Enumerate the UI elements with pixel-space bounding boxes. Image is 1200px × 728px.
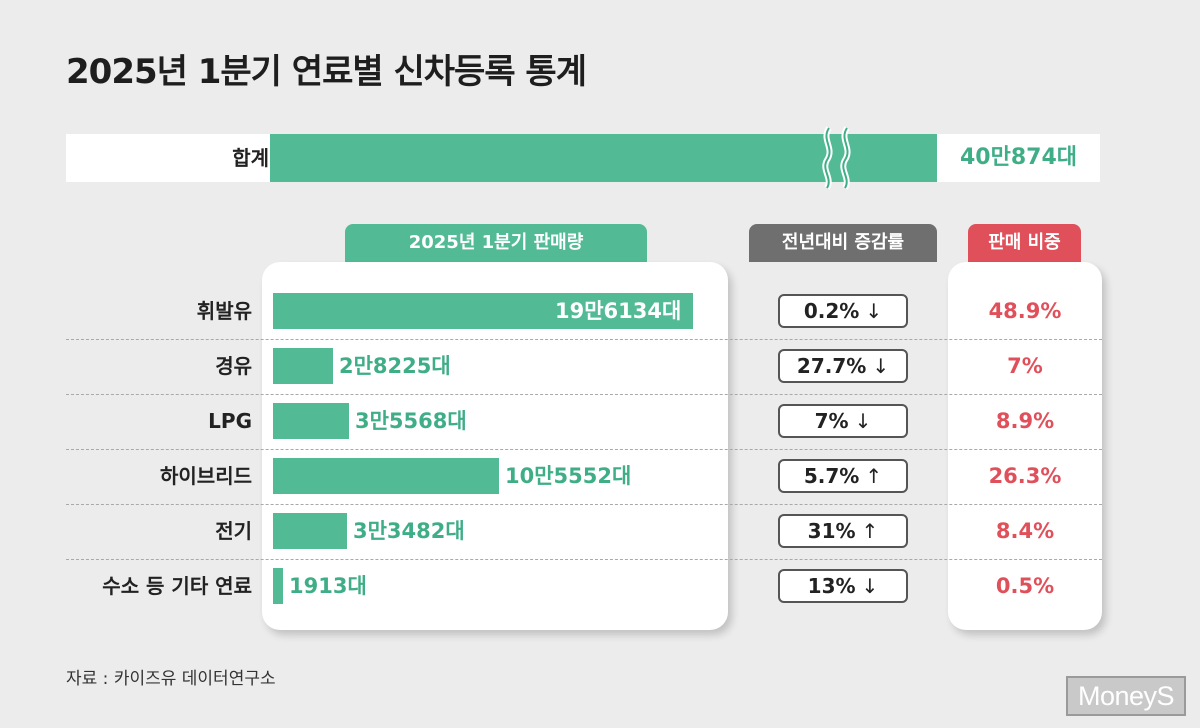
publisher-logo: MoneyS <box>1066 676 1186 716</box>
share-value: 8.4% <box>995 519 1055 543</box>
arrow-down-icon: ↓ <box>854 409 872 433</box>
arrow-up-icon: ↑ <box>865 464 883 488</box>
yoy-change-value: 0.2% <box>803 299 860 323</box>
sales-bar <box>273 348 333 384</box>
sales-data-label: 10만5552대 <box>505 464 632 488</box>
category-label: LPG <box>208 409 252 433</box>
share-panel <box>948 262 1102 630</box>
yoy-change-box: 5.7% ↑ <box>778 459 908 493</box>
yoy-change-box: 31% ↑ <box>778 514 908 548</box>
header-share: 판매 비중 <box>968 224 1081 262</box>
yoy-change-value: 27.7% <box>796 354 867 378</box>
arrow-down-icon: ↓ <box>865 299 883 323</box>
yoy-change-box: 7% ↓ <box>778 404 908 438</box>
sales-data-label: 3만3482대 <box>353 519 465 543</box>
share-value: 8.9% <box>995 409 1055 433</box>
sales-bar <box>273 403 349 439</box>
total-label: 합계 <box>232 146 269 170</box>
row-separator <box>66 504 1102 505</box>
axis-break-icon <box>822 126 851 190</box>
share-value: 7% <box>1007 354 1043 378</box>
share-value: 48.9% <box>988 299 1062 323</box>
row-separator <box>66 559 1102 560</box>
header-yoy: 전년대비 증감률 <box>749 224 937 262</box>
sales-data-label: 2만8225대 <box>339 354 451 378</box>
yoy-change-value: 31% <box>807 519 856 543</box>
yoy-change-value: 5.7% <box>803 464 860 488</box>
sales-data-label: 1913대 <box>289 574 367 598</box>
sales-data-label: 19만6134대 <box>555 299 682 323</box>
arrow-down-icon: ↓ <box>861 574 879 598</box>
share-value: 26.3% <box>988 464 1062 488</box>
sales-data-label: 3만5568대 <box>355 409 467 433</box>
category-label: 전기 <box>215 519 252 543</box>
arrow-up-icon: ↑ <box>861 519 879 543</box>
sales-bar <box>273 513 347 549</box>
source-note: 자료 : 카이즈유 데이터연구소 <box>66 669 276 689</box>
total-value: 40만874대 <box>959 145 1078 170</box>
category-label: 하이브리드 <box>160 464 252 488</box>
yoy-change-value: 7% <box>814 409 849 433</box>
chart-title: 2025년 1분기 연료별 신차등록 통계 <box>66 52 587 92</box>
category-label: 수소 등 기타 연료 <box>102 574 252 598</box>
yoy-change-box: 0.2% ↓ <box>778 294 908 328</box>
row-separator <box>66 339 1102 340</box>
share-value: 0.5% <box>995 574 1055 598</box>
yoy-change-box: 13% ↓ <box>778 569 908 603</box>
header-sales: 2025년 1분기 판매량 <box>345 224 647 262</box>
category-label: 경유 <box>215 354 252 378</box>
yoy-change-value: 13% <box>807 574 856 598</box>
sales-bar <box>273 458 499 494</box>
sales-bar <box>273 568 283 604</box>
sales-bar <box>273 293 693 329</box>
total-row: 합계 40만874대 <box>66 134 1100 182</box>
row-separator <box>66 449 1102 450</box>
arrow-down-icon: ↓ <box>872 354 890 378</box>
row-separator <box>66 394 1102 395</box>
category-label: 휘발유 <box>196 299 252 323</box>
yoy-change-box: 27.7% ↓ <box>778 349 908 383</box>
